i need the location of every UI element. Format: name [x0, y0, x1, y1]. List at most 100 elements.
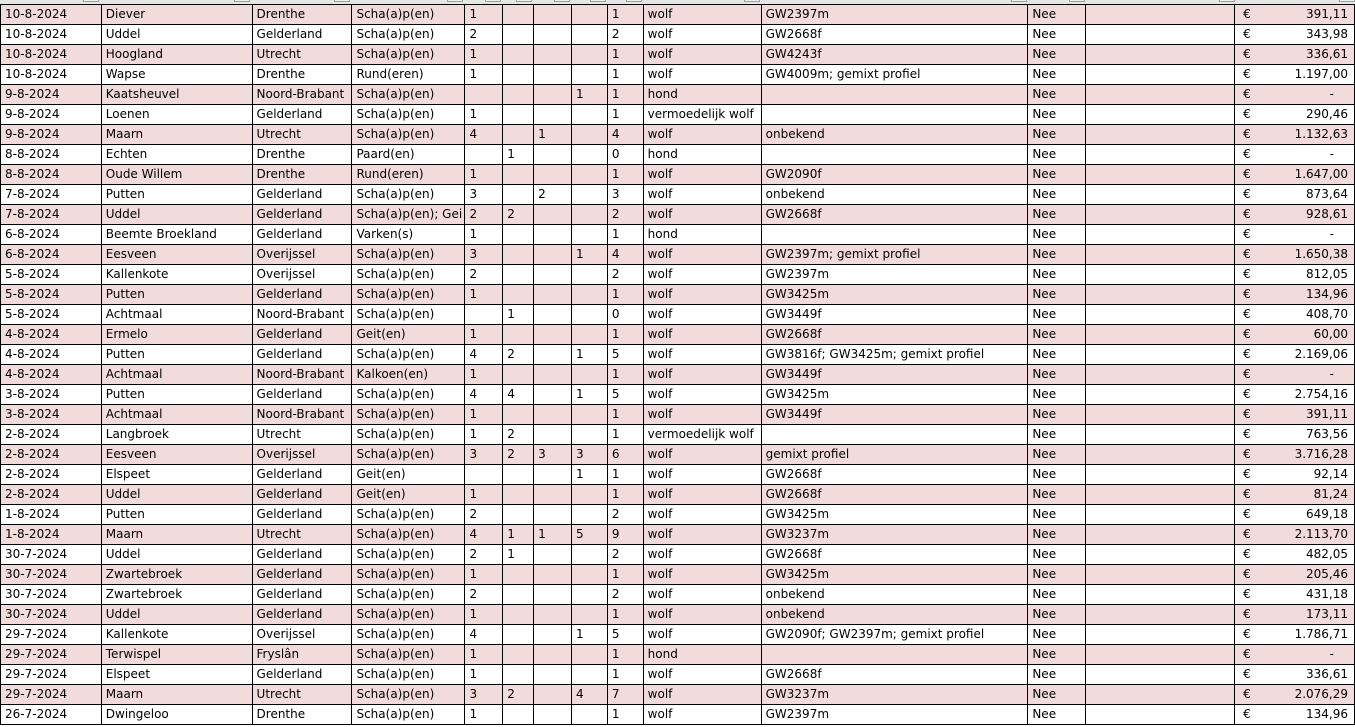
cell-flag[interactable]: Nee: [1027, 244, 1087, 265]
cell-amount[interactable]: €2.076,29: [1234, 684, 1355, 705]
filter-dropdown-button[interactable]: [447, 0, 463, 2]
cell-flag[interactable]: Nee: [1027, 104, 1087, 125]
cell-total[interactable]: 1: [606, 424, 644, 445]
cell-notes[interactable]: [1085, 484, 1236, 505]
cell-flag[interactable]: Nee: [1027, 424, 1087, 445]
cell-total[interactable]: 1: [606, 484, 644, 505]
cell-animal[interactable]: Scha(a)p(en): [351, 604, 466, 625]
cell-count-b[interactable]: [502, 184, 535, 205]
filter-dropdown-button[interactable]: [626, 0, 642, 2]
cell-count-c[interactable]: 3: [533, 444, 572, 465]
cell-cause[interactable]: wolf: [642, 344, 762, 365]
cell-notes[interactable]: [1085, 464, 1236, 485]
cell-cause[interactable]: wolf: [642, 284, 762, 305]
cell-amount[interactable]: €336,61: [1234, 664, 1355, 685]
cell-count-c[interactable]: [533, 504, 572, 525]
cell-total[interactable]: 1: [606, 604, 644, 625]
cell-count-d[interactable]: [570, 4, 608, 25]
cell-province[interactable]: Utrecht: [251, 424, 353, 445]
cell-animal[interactable]: Scha(a)p(en): [351, 344, 466, 365]
cell-animal[interactable]: Scha(a)p(en): [351, 264, 466, 285]
cell-notes[interactable]: [1085, 244, 1236, 265]
cell-animal[interactable]: Scha(a)p(en): [351, 524, 466, 545]
cell-cause[interactable]: wolf: [642, 664, 762, 685]
cell-count-b[interactable]: [502, 464, 535, 485]
cell-place[interactable]: Uddel: [100, 544, 253, 565]
filter-dropdown-button[interactable]: [1219, 0, 1235, 2]
cell-genotype[interactable]: [760, 144, 1029, 165]
cell-count-d[interactable]: 1: [570, 344, 608, 365]
cell-count-c[interactable]: [533, 244, 572, 265]
cell-date[interactable]: 10-8-2024: [0, 44, 102, 65]
cell-place[interactable]: Putten: [100, 184, 253, 205]
cell-place[interactable]: Achtmaal: [100, 304, 253, 325]
cell-genotype[interactable]: GW2668f: [760, 464, 1029, 485]
cell-cause[interactable]: wolf: [642, 64, 762, 85]
cell-notes[interactable]: [1085, 204, 1236, 225]
cell-amount[interactable]: €649,18: [1234, 504, 1355, 525]
cell-count-d[interactable]: [570, 324, 608, 345]
cell-date[interactable]: 30-7-2024: [0, 544, 102, 565]
cell-amount[interactable]: €1.650,38: [1234, 244, 1355, 265]
cell-cause[interactable]: hond: [642, 224, 762, 245]
cell-count-b[interactable]: [502, 164, 535, 185]
cell-flag[interactable]: Nee: [1027, 404, 1087, 425]
cell-genotype[interactable]: GW3425m: [760, 284, 1029, 305]
cell-cause[interactable]: wolf: [642, 164, 762, 185]
cell-count-c[interactable]: [533, 404, 572, 425]
cell-genotype[interactable]: GW2668f: [760, 204, 1029, 225]
cell-total[interactable]: 2: [606, 504, 644, 525]
cell-flag[interactable]: Nee: [1027, 304, 1087, 325]
cell-province[interactable]: Gelderland: [251, 664, 353, 685]
cell-animal[interactable]: Scha(a)p(en): [351, 684, 466, 705]
cell-amount[interactable]: €873,64: [1234, 184, 1355, 205]
cell-amount[interactable]: €1.132,63: [1234, 124, 1355, 145]
cell-notes[interactable]: [1085, 144, 1236, 165]
cell-count-b[interactable]: 2: [502, 344, 535, 365]
cell-count-d[interactable]: [570, 584, 608, 605]
cell-flag[interactable]: Nee: [1027, 624, 1087, 645]
cell-count-d[interactable]: [570, 364, 608, 385]
cell-animal[interactable]: Scha(a)p(en): [351, 184, 466, 205]
cell-genotype[interactable]: GW3425m: [760, 504, 1029, 525]
cell-count-c[interactable]: [533, 704, 572, 725]
cell-count-a[interactable]: 2: [464, 24, 504, 45]
cell-animal[interactable]: Scha(a)p(en); Gei: [351, 204, 466, 225]
cell-flag[interactable]: Nee: [1027, 464, 1087, 485]
cell-place[interactable]: Achtmaal: [100, 404, 253, 425]
filter-dropdown-button[interactable]: [485, 0, 501, 2]
cell-province[interactable]: Gelderland: [251, 544, 353, 565]
cell-count-d[interactable]: [570, 144, 608, 165]
cell-place[interactable]: Uddel: [100, 24, 253, 45]
cell-date[interactable]: 8-8-2024: [0, 144, 102, 165]
cell-count-b[interactable]: [502, 264, 535, 285]
cell-total[interactable]: 2: [606, 544, 644, 565]
cell-flag[interactable]: Nee: [1027, 84, 1087, 105]
cell-province[interactable]: Fryslân: [251, 644, 353, 665]
cell-province[interactable]: Drenthe: [251, 704, 353, 725]
cell-date[interactable]: 4-8-2024: [0, 324, 102, 345]
cell-place[interactable]: Ermelo: [100, 324, 253, 345]
cell-count-b[interactable]: 1: [502, 544, 535, 565]
cell-count-d[interactable]: 1: [570, 244, 608, 265]
cell-count-b[interactable]: [502, 624, 535, 645]
cell-flag[interactable]: Nee: [1027, 524, 1087, 545]
filter-dropdown-button[interactable]: [83, 0, 99, 2]
cell-cause[interactable]: wolf: [642, 304, 762, 325]
cell-date[interactable]: 3-8-2024: [0, 404, 102, 425]
cell-total[interactable]: 1: [606, 104, 644, 125]
cell-count-c[interactable]: [533, 264, 572, 285]
cell-count-a[interactable]: 3: [464, 184, 504, 205]
cell-animal[interactable]: Scha(a)p(en): [351, 84, 466, 105]
cell-place[interactable]: Oude Willem: [100, 164, 253, 185]
cell-count-a[interactable]: 2: [464, 504, 504, 525]
cell-notes[interactable]: [1085, 444, 1236, 465]
cell-amount[interactable]: €763,56: [1234, 424, 1355, 445]
cell-count-d[interactable]: 1: [570, 624, 608, 645]
cell-notes[interactable]: [1085, 264, 1236, 285]
cell-amount[interactable]: € -: [1234, 364, 1355, 385]
cell-notes[interactable]: [1085, 344, 1236, 365]
cell-province[interactable]: Gelderland: [251, 464, 353, 485]
cell-place[interactable]: Uddel: [100, 204, 253, 225]
cell-cause[interactable]: vermoedelijk wolf: [642, 104, 762, 125]
